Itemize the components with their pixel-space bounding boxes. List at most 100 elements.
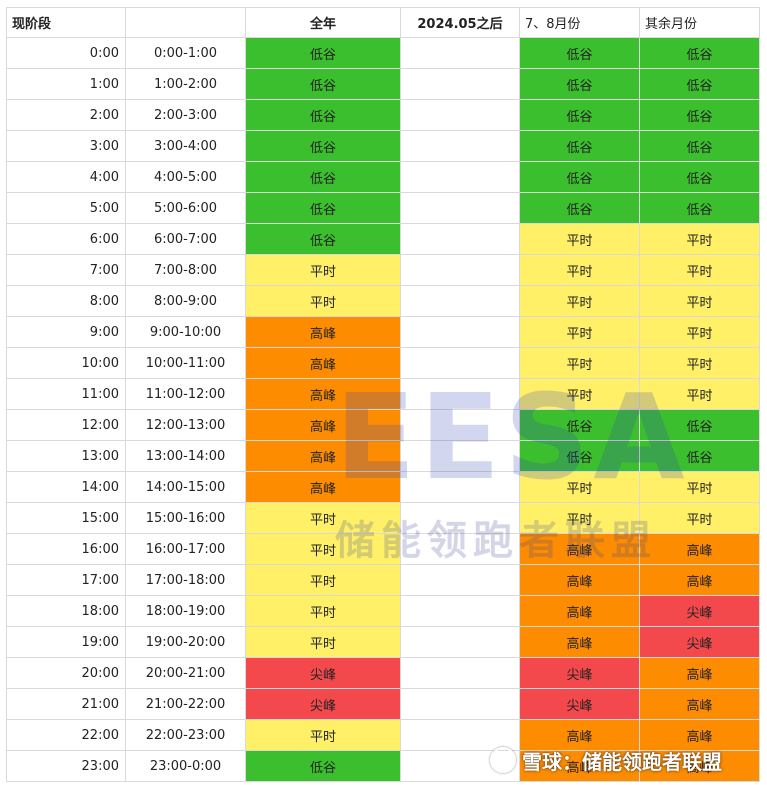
cell-after-2024-05 [400, 223, 520, 255]
cell-jul-aug: 低谷 [519, 192, 640, 224]
table-row: 1:00 1:00-2:00 低谷 低谷 低谷 [6, 68, 760, 100]
cell-other-months: 低谷 [639, 37, 760, 69]
table-row: 10:00 10:00-11:00 高峰 平时 平时 [6, 347, 760, 379]
cell-all-year: 低谷 [245, 37, 401, 69]
cell-time: 9:00 [6, 316, 126, 348]
cell-time-range: 5:00-6:00 [125, 192, 246, 224]
cell-time: 19:00 [6, 626, 126, 658]
cell-jul-aug: 低谷 [519, 37, 640, 69]
header-time-range [125, 7, 246, 38]
cell-jul-aug: 低谷 [519, 130, 640, 162]
cell-time: 10:00 [6, 347, 126, 379]
cell-jul-aug: 平时 [519, 223, 640, 255]
cell-time-range: 3:00-4:00 [125, 130, 246, 162]
cell-all-year: 低谷 [245, 750, 401, 782]
cell-after-2024-05 [400, 192, 520, 224]
cell-all-year: 高峰 [245, 471, 401, 503]
cell-jul-aug: 低谷 [519, 99, 640, 131]
cell-other-months: 低谷 [639, 68, 760, 100]
cell-jul-aug: 高峰 [519, 564, 640, 596]
cell-time: 1:00 [6, 68, 126, 100]
cell-time-range: 6:00-7:00 [125, 223, 246, 255]
cell-other-months: 低谷 [639, 99, 760, 131]
cell-time: 17:00 [6, 564, 126, 596]
cell-other-months: 平时 [639, 285, 760, 317]
cell-jul-aug: 平时 [519, 254, 640, 286]
cell-time-range: 20:00-21:00 [125, 657, 246, 689]
cell-all-year: 平时 [245, 254, 401, 286]
cell-after-2024-05 [400, 471, 520, 503]
cell-after-2024-05 [400, 657, 520, 689]
cell-other-months: 尖峰 [639, 626, 760, 658]
cell-other-months: 低谷 [639, 161, 760, 193]
header-all-year: 全年 [245, 7, 401, 38]
cell-jul-aug: 低谷 [519, 68, 640, 100]
cell-after-2024-05 [400, 130, 520, 162]
cell-jul-aug: 低谷 [519, 161, 640, 193]
cell-jul-aug: 平时 [519, 378, 640, 410]
cell-other-months: 平时 [639, 471, 760, 503]
cell-after-2024-05 [400, 254, 520, 286]
cell-time-range: 22:00-23:00 [125, 719, 246, 751]
cell-other-months: 低谷 [639, 409, 760, 441]
cell-other-months: 平时 [639, 223, 760, 255]
cell-all-year: 平时 [245, 626, 401, 658]
table-row: 15:00 15:00-16:00 平时 平时 平时 [6, 502, 760, 534]
cell-time: 11:00 [6, 378, 126, 410]
cell-after-2024-05 [400, 347, 520, 379]
table-row: 23:00 23:00-0:00 低谷 高峰 高峰 [6, 750, 760, 782]
cell-time: 12:00 [6, 409, 126, 441]
cell-jul-aug: 高峰 [519, 595, 640, 627]
table-row: 3:00 3:00-4:00 低谷 低谷 低谷 [6, 130, 760, 162]
cell-after-2024-05 [400, 99, 520, 131]
cell-time: 15:00 [6, 502, 126, 534]
header-current-stage: 现阶段 [6, 7, 126, 38]
cell-all-year: 平时 [245, 595, 401, 627]
cell-jul-aug: 尖峰 [519, 688, 640, 720]
cell-other-months: 低谷 [639, 440, 760, 472]
cell-jul-aug: 平时 [519, 316, 640, 348]
cell-time-range: 9:00-10:00 [125, 316, 246, 348]
cell-time-range: 13:00-14:00 [125, 440, 246, 472]
cell-after-2024-05 [400, 68, 520, 100]
header-row: 现阶段 全年 2024.05之后 7、8月份 其余月份 [6, 7, 760, 38]
cell-other-months: 低谷 [639, 130, 760, 162]
cell-time: 7:00 [6, 254, 126, 286]
cell-other-months: 平时 [639, 347, 760, 379]
table-row: 20:00 20:00-21:00 尖峰 尖峰 高峰 [6, 657, 760, 689]
cell-other-months: 高峰 [639, 750, 760, 782]
cell-time-range: 1:00-2:00 [125, 68, 246, 100]
cell-time: 16:00 [6, 533, 126, 565]
cell-other-months: 高峰 [639, 719, 760, 751]
cell-time: 4:00 [6, 161, 126, 193]
cell-all-year: 高峰 [245, 347, 401, 379]
cell-time: 3:00 [6, 130, 126, 162]
cell-time-range: 0:00-1:00 [125, 37, 246, 69]
snowball-logo-icon [490, 747, 516, 773]
header-after-2024-05: 2024.05之后 [400, 7, 520, 38]
cell-other-months: 尖峰 [639, 595, 760, 627]
cell-all-year: 低谷 [245, 68, 401, 100]
cell-jul-aug: 高峰 [519, 719, 640, 751]
cell-after-2024-05 [400, 502, 520, 534]
cell-all-year: 尖峰 [245, 688, 401, 720]
cell-time-range: 19:00-20:00 [125, 626, 246, 658]
cell-time-range: 7:00-8:00 [125, 254, 246, 286]
cell-after-2024-05 [400, 688, 520, 720]
cell-jul-aug: 高峰 [519, 750, 640, 782]
cell-all-year: 低谷 [245, 130, 401, 162]
table-row: 22:00 22:00-23:00 平时 高峰 高峰 [6, 719, 760, 751]
cell-all-year: 平时 [245, 719, 401, 751]
cell-jul-aug: 低谷 [519, 409, 640, 441]
cell-all-year: 平时 [245, 533, 401, 565]
source-credit-text: 雪球：储能领跑者联盟 [522, 749, 722, 774]
cell-jul-aug: 低谷 [519, 440, 640, 472]
cell-time-range: 15:00-16:00 [125, 502, 246, 534]
cell-time: 18:00 [6, 595, 126, 627]
cell-time: 13:00 [6, 440, 126, 472]
cell-time-range: 14:00-15:00 [125, 471, 246, 503]
cell-time: 5:00 [6, 192, 126, 224]
cell-all-year: 低谷 [245, 161, 401, 193]
cell-other-months: 平时 [639, 254, 760, 286]
table-row: 8:00 8:00-9:00 平时 平时 平时 [6, 285, 760, 317]
